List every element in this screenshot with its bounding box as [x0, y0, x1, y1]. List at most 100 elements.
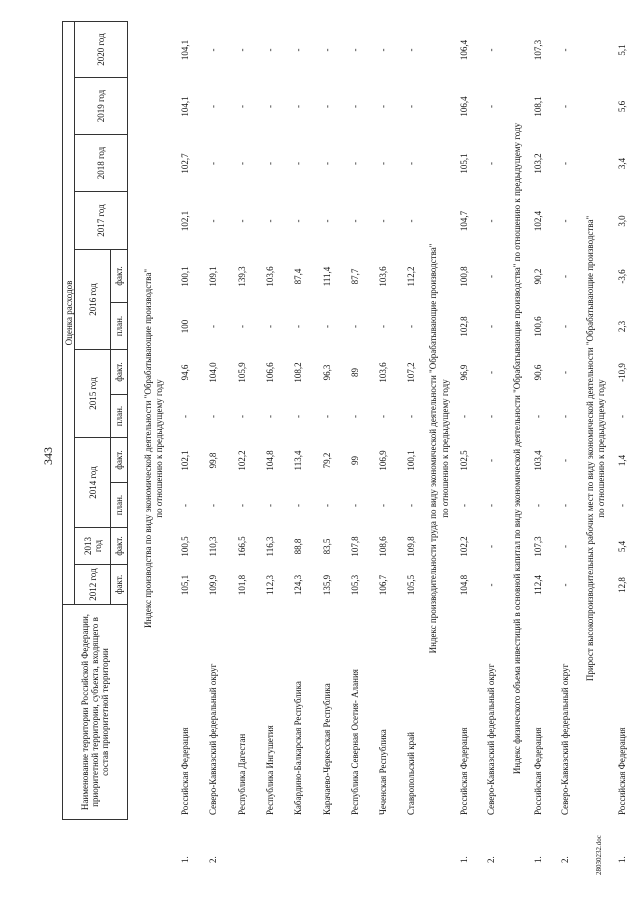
header-2016: 2016 год	[74, 249, 111, 350]
table-cell-value: -	[406, 105, 416, 108]
table-cell-value: 104,8	[265, 450, 275, 471]
table-cell-value: 99	[350, 456, 360, 465]
table-cell-value: 105,5	[406, 574, 416, 596]
table-cell-value: -	[180, 504, 190, 507]
table-cell-value: 107,3	[533, 536, 543, 557]
table-cell-value: 1,4	[617, 454, 627, 467]
table-cell-value: -	[560, 545, 570, 548]
section-title: Индекс физического объема инвестиций в о…	[512, 122, 522, 775]
table-cell-value: -	[378, 504, 388, 507]
table-cell-value: -	[617, 415, 627, 418]
table-cell-value: -	[293, 105, 303, 108]
table-cell-value: 83,5	[322, 538, 332, 555]
table-cell-value: 88,8	[293, 538, 303, 555]
table-cell-value: -	[322, 105, 332, 108]
table-cell-value: 3,4	[617, 157, 627, 170]
table-cell-value: -	[486, 415, 496, 418]
header-2014-fact: факт.	[110, 437, 128, 483]
table-cell-value: 102,1	[180, 210, 190, 232]
table-cell-value: -	[378, 48, 388, 52]
table-cell-value: -	[237, 504, 247, 507]
table-cell-value: -	[406, 48, 416, 52]
table-cell-value: 109,9	[208, 574, 218, 596]
table-cell-value: -	[486, 371, 496, 374]
table-cell-value: 108,6	[378, 536, 388, 557]
table-cell-value: 112,4	[533, 575, 543, 595]
table-cell-value: 100,8	[459, 266, 469, 287]
row-territory-name: Северо-Кавказский федеральный округ	[560, 663, 570, 815]
table-cell-value: 102,7	[180, 153, 190, 174]
row-territory-name: Северо-Кавказский федеральный округ	[486, 663, 496, 815]
table-cell-value: -	[486, 583, 496, 587]
table-cell-value: -	[350, 48, 360, 52]
table-cell-value: 96,3	[322, 364, 332, 381]
table-cell-value: -	[322, 504, 332, 507]
table-cell-value: 87,7	[350, 268, 360, 285]
table-cell-value: 103,6	[378, 266, 388, 287]
header-2012-fact: факт.	[110, 564, 128, 605]
table-cell-value: -	[378, 325, 388, 328]
table-cell-value: -	[350, 105, 360, 108]
row-territory-name: Северо-Кавказский федеральный округ	[208, 663, 218, 815]
table-cell-value: 101,8	[237, 574, 247, 596]
table-cell-value: -	[560, 219, 570, 223]
table-cell-value: -	[560, 504, 570, 507]
table-cell-value: 3,0	[617, 215, 627, 227]
table-cell-value: -	[533, 504, 543, 507]
table-cell-value: 5,6	[617, 100, 627, 113]
table-cell-value: 109,1	[208, 266, 218, 287]
section-title: Индекс производства по виду экономическо…	[143, 269, 153, 629]
table-cell-value: 104,8	[459, 574, 469, 596]
table-cell-value: -	[486, 48, 496, 52]
table-cell-value: 105,3	[350, 574, 360, 596]
table-cell-value: 100	[180, 319, 190, 334]
table-cell-value: 12,8	[617, 577, 627, 593]
row-territory-name: Республика Северная Осетия- Алания	[350, 669, 360, 815]
table-cell-value: -	[237, 105, 247, 108]
table-cell-value: -	[406, 504, 416, 507]
table-cell-value: -	[293, 162, 303, 165]
table-cell-value: -	[237, 325, 247, 328]
table-cell-value: -	[237, 162, 247, 165]
table-cell-value: 105,1	[459, 153, 469, 174]
table-cell-value: -	[486, 105, 496, 108]
table-cell-value: -	[265, 105, 275, 108]
row-number: 1.	[617, 856, 627, 863]
table-cell-value: 112,3	[265, 575, 275, 595]
table-cell-value: 96,9	[459, 364, 469, 381]
table-cell-value: -	[208, 48, 218, 52]
row-territory-name: Ставропольский край	[406, 732, 416, 815]
header-2017: 2017 год	[74, 191, 128, 250]
table-cell-value: 102,5	[459, 450, 469, 471]
table-cell-value: 106,9	[378, 450, 388, 471]
table-cell-value: -	[293, 219, 303, 223]
table-cell-value: -	[237, 415, 247, 418]
table-cell-value: 100,5	[180, 536, 190, 557]
row-territory-name: Российская Федерация	[533, 727, 543, 815]
table-cell-value: -10,9	[617, 363, 627, 382]
section-title: по отношению к предыдущему году	[596, 379, 606, 518]
table-cell-value: -	[350, 415, 360, 418]
table-cell-value: -	[208, 219, 218, 223]
table-cell-value: 109,8	[406, 536, 416, 557]
row-number: 2.	[560, 856, 570, 863]
table-cell-value: -	[486, 545, 496, 548]
section-title: Прирост высокопроизводительных рабочих м…	[585, 215, 595, 682]
table-cell-value: -	[486, 325, 496, 328]
table-cell-value: 87,4	[293, 268, 303, 285]
table-cell-value: 102,2	[237, 450, 247, 471]
table-cell-value: -	[265, 219, 275, 223]
table-cell-value: 5,1	[617, 44, 627, 56]
table-cell-value: 102,2	[459, 536, 469, 557]
header-2013: 2013 год	[74, 527, 111, 565]
table-cell-value: -	[265, 48, 275, 52]
table-cell-value: 102,8	[459, 316, 469, 337]
table-cell-value: -	[560, 48, 570, 52]
table-cell-value: 103,2	[533, 153, 543, 174]
table-cell-value: -	[406, 325, 416, 328]
header-2015: 2015 год	[74, 349, 111, 438]
table-cell-value: 106,7	[378, 574, 388, 596]
table-cell-value: 166,5	[237, 536, 247, 557]
table-cell-value: -	[378, 105, 388, 108]
